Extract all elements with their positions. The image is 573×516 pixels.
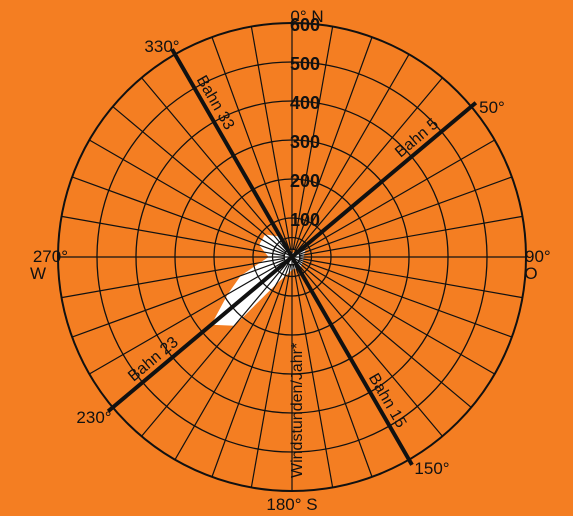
grid-spoke-200 (211, 264, 290, 478)
grid-spoke-290 (71, 176, 285, 255)
grid-spoke-210 (174, 256, 293, 460)
runway-line-150 (290, 256, 414, 466)
grid-spoke-340 (211, 36, 290, 250)
grid-spoke-220 (141, 262, 288, 437)
grid-spoke-170 (292, 264, 334, 488)
grid-spoke-310 (112, 106, 287, 253)
radial-tick-200: 200 (290, 171, 320, 191)
grid-spoke-130 (297, 261, 472, 408)
direction-label-230: 230° (76, 408, 111, 427)
runway-line-50 (290, 101, 478, 259)
direction-label-50: 50° (479, 98, 505, 117)
runway-line-330 (170, 48, 294, 259)
grid-spoke-320 (141, 77, 288, 252)
grid-spoke-60 (291, 139, 495, 258)
radial-tick-500: 500 (290, 54, 320, 74)
direction-label-150: 150° (414, 459, 449, 478)
grid-spoke-70 (299, 176, 513, 255)
radial-tick-400: 400 (290, 93, 320, 113)
grid-spoke-110 (299, 259, 513, 338)
direction-label-0: 0° N (290, 7, 323, 26)
grid-spoke-250 (71, 259, 285, 338)
radial-tick-300: 300 (290, 132, 320, 152)
runway-label-230: Bahn 23 (125, 334, 182, 385)
grid-spoke-140 (296, 262, 443, 437)
direction-sub-270: W (30, 264, 46, 283)
grid-spoke-120 (291, 256, 495, 375)
grid-spoke-40 (296, 77, 443, 252)
grid-spoke-100 (299, 257, 523, 299)
direction-sub-90: O (524, 264, 537, 283)
direction-label-90: 90° (525, 247, 551, 266)
runway-line-230 (106, 255, 294, 413)
grid-spoke-260 (61, 257, 285, 299)
grid-spoke-80 (299, 215, 523, 257)
grid-spoke-300 (89, 139, 293, 258)
grid-spoke-160 (294, 264, 373, 478)
grid-spoke-30 (291, 54, 410, 258)
grid-spoke-20 (294, 36, 373, 250)
grid-spoke-240 (89, 256, 293, 375)
radial-tick-600: 600 (290, 15, 320, 35)
radial-tick-100: 100 (290, 210, 320, 230)
grid-spoke-350 (250, 26, 292, 250)
grid-spoke-10 (292, 26, 334, 250)
direction-label-330: 330° (144, 37, 179, 56)
direction-label-180: 180° S (266, 495, 317, 514)
radial-unit-label: Windstunden/Jahr* (289, 343, 306, 478)
direction-label-270: 270° (33, 247, 68, 266)
grid-spoke-280 (61, 215, 285, 257)
grid-spoke-190 (250, 264, 292, 488)
